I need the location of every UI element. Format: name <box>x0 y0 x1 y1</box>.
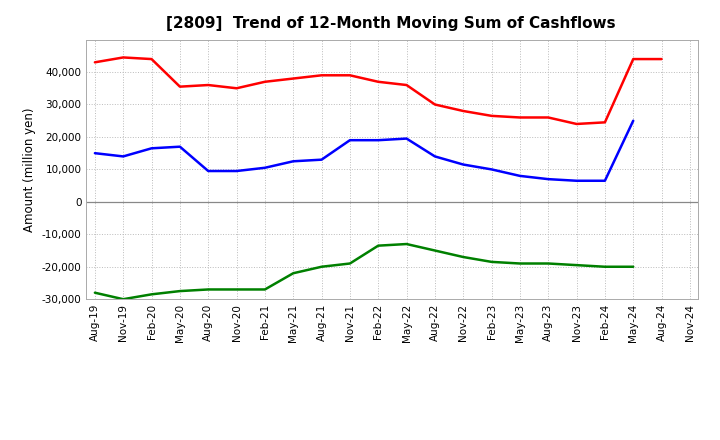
Investing Cashflow <box>600 264 609 269</box>
Operating Cashflow <box>346 73 354 78</box>
Investing Cashflow <box>402 242 411 247</box>
Operating Cashflow <box>657 56 666 62</box>
Investing Cashflow <box>233 287 241 292</box>
Operating Cashflow <box>91 60 99 65</box>
Free Cashflow <box>629 118 637 123</box>
Operating Cashflow <box>318 73 326 78</box>
Operating Cashflow <box>176 84 184 89</box>
Investing Cashflow <box>544 261 552 266</box>
Investing Cashflow <box>516 261 524 266</box>
Free Cashflow <box>176 144 184 149</box>
Free Cashflow <box>402 136 411 141</box>
Operating Cashflow <box>629 56 637 62</box>
Investing Cashflow <box>119 297 127 302</box>
Free Cashflow <box>261 165 269 170</box>
Free Cashflow <box>91 150 99 156</box>
Operating Cashflow <box>374 79 382 84</box>
Operating Cashflow <box>600 120 609 125</box>
Operating Cashflow <box>289 76 297 81</box>
Line: Operating Cashflow: Operating Cashflow <box>95 58 662 124</box>
Free Cashflow <box>374 138 382 143</box>
Investing Cashflow <box>374 243 382 248</box>
Investing Cashflow <box>318 264 326 269</box>
Free Cashflow <box>233 169 241 174</box>
Investing Cashflow <box>148 292 156 297</box>
Free Cashflow <box>289 159 297 164</box>
Investing Cashflow <box>431 248 439 253</box>
Operating Cashflow <box>402 82 411 88</box>
Investing Cashflow <box>572 263 581 268</box>
Operating Cashflow <box>119 55 127 60</box>
Free Cashflow <box>600 178 609 183</box>
Investing Cashflow <box>346 261 354 266</box>
Operating Cashflow <box>261 79 269 84</box>
Investing Cashflow <box>261 287 269 292</box>
Operating Cashflow <box>572 121 581 127</box>
Free Cashflow <box>346 138 354 143</box>
Investing Cashflow <box>204 287 212 292</box>
Free Cashflow <box>459 162 467 167</box>
Operating Cashflow <box>459 108 467 114</box>
Investing Cashflow <box>487 259 496 264</box>
Operating Cashflow <box>148 56 156 62</box>
Operating Cashflow <box>487 113 496 118</box>
Investing Cashflow <box>91 290 99 295</box>
Line: Investing Cashflow: Investing Cashflow <box>95 244 633 299</box>
Free Cashflow <box>516 173 524 179</box>
Investing Cashflow <box>459 254 467 260</box>
Investing Cashflow <box>289 271 297 276</box>
Free Cashflow <box>119 154 127 159</box>
Free Cashflow <box>431 154 439 159</box>
Free Cashflow <box>318 157 326 162</box>
Free Cashflow <box>544 176 552 182</box>
Free Cashflow <box>204 169 212 174</box>
Text: [2809]  Trend of 12-Month Moving Sum of Cashflows: [2809] Trend of 12-Month Moving Sum of C… <box>166 16 616 32</box>
Investing Cashflow <box>629 264 637 269</box>
Operating Cashflow <box>431 102 439 107</box>
Line: Free Cashflow: Free Cashflow <box>95 121 633 181</box>
Investing Cashflow <box>176 289 184 294</box>
Free Cashflow <box>148 146 156 151</box>
Operating Cashflow <box>204 82 212 88</box>
Operating Cashflow <box>516 115 524 120</box>
Operating Cashflow <box>233 86 241 91</box>
Free Cashflow <box>572 178 581 183</box>
Y-axis label: Amount (million yen): Amount (million yen) <box>23 107 36 231</box>
Operating Cashflow <box>544 115 552 120</box>
Free Cashflow <box>487 167 496 172</box>
